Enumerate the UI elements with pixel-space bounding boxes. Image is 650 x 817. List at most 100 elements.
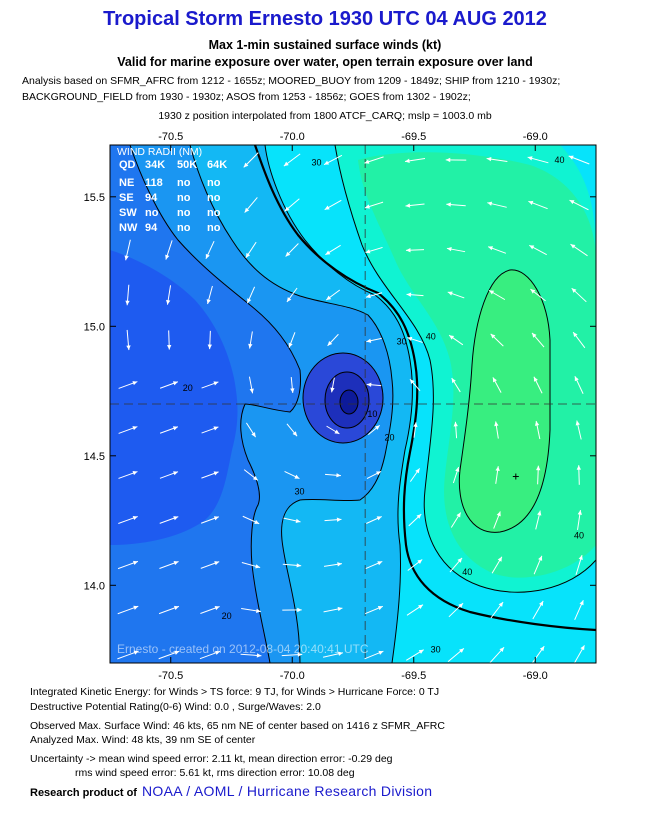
wind-arrow — [246, 286, 256, 304]
wind-arrow — [199, 650, 221, 660]
contour-label: 30 — [312, 158, 322, 168]
wind-arrow — [576, 465, 582, 485]
contour-label: 20 — [384, 432, 394, 442]
wind-radii-header: 34K — [145, 159, 165, 171]
wind-arrow — [284, 198, 300, 212]
wind-arrow — [572, 331, 586, 349]
wind-arrow — [406, 649, 424, 661]
contour-label: 30 — [431, 645, 441, 655]
wind-radii-cell: NW — [119, 222, 138, 234]
wind-arrow — [205, 240, 215, 260]
wind-arrow — [330, 377, 335, 393]
wind-arrow — [117, 650, 139, 660]
wind-arrow — [159, 516, 179, 524]
wind-arrow — [534, 420, 541, 440]
wind-arrow — [486, 156, 508, 163]
created-watermark: Ernesto - created on 2012-08-04 20:40:41… — [117, 642, 369, 656]
wind-arrow — [446, 247, 466, 253]
wind-arrow — [118, 471, 138, 479]
wind-arrow — [364, 650, 384, 660]
wind-arrow — [452, 466, 460, 484]
wind-vectors — [117, 152, 590, 663]
contour-label: 40 — [574, 531, 584, 541]
wind-arrow — [325, 244, 341, 256]
wind-arrow — [167, 330, 172, 350]
axis-ticks — [110, 145, 596, 663]
wind-arrow — [448, 602, 464, 618]
wind-arrow — [364, 156, 384, 164]
wind-arrow — [568, 155, 590, 165]
wind-arrow — [365, 560, 383, 570]
wind-arrow — [200, 516, 220, 524]
wind-arrow — [325, 473, 341, 478]
wind-arrow — [571, 287, 587, 303]
wind-arrow — [494, 421, 499, 439]
wind-arrow — [449, 557, 463, 573]
wind-arrow — [489, 646, 505, 663]
wind-band-bright-green — [459, 269, 550, 533]
wind-arrow — [405, 247, 425, 253]
wind-arrow — [323, 154, 343, 166]
wind-arrow — [201, 426, 219, 434]
wind-radii-cell: SW — [119, 207, 137, 219]
wind-arrow — [406, 604, 424, 616]
wind-arrow — [325, 289, 341, 301]
wind-arrow — [118, 381, 138, 389]
wind-radii-cell: 94 — [145, 222, 158, 234]
wind-arrow — [365, 246, 383, 254]
wind-arrow — [117, 560, 139, 570]
y-tick-label: 14.0 — [84, 580, 105, 592]
wind-arrow — [574, 600, 584, 620]
contour-core-mid — [324, 371, 370, 429]
wind-arrow — [409, 468, 421, 482]
wind-arrow — [491, 556, 503, 574]
wind-arrow — [527, 156, 549, 164]
wind-radii-header: 50K — [177, 159, 197, 171]
wind-arrow — [366, 382, 382, 387]
wind-arrow — [530, 288, 546, 302]
wind-radii-cell: no — [177, 207, 191, 219]
research-label: Research product of — [30, 787, 137, 799]
contour-label: 40 — [555, 155, 565, 165]
wind-arrow — [158, 605, 180, 615]
position-line: 1930 z position interpolated from 1800 A… — [158, 110, 492, 122]
wind-arrow — [286, 423, 298, 437]
wind-arrow — [243, 152, 259, 168]
contour-label: 30 — [295, 487, 305, 497]
wind-arrow — [406, 292, 424, 297]
observed-max-line: Observed Max. Surface Wind: 46 kts, 65 n… — [30, 720, 445, 732]
wind-arrow — [365, 292, 383, 299]
wind-radii-table: WIND RADII (NM) QD 34K 50K 64K NE 118 no no SE 94… — [117, 146, 227, 234]
research-link[interactable]: NOAA / AOML / Hurricane Research Divisio… — [142, 783, 433, 799]
contour-label: 40 — [426, 331, 436, 341]
wind-arrow — [207, 330, 212, 350]
analyzed-max-line: Analyzed Max. Wind: 48 kts, 39 nm SE of … — [30, 734, 256, 746]
wind-arrow — [408, 513, 422, 527]
wind-arrow — [490, 601, 504, 619]
ike-line: Integrated Kinetic Energy: for Winds > T… — [30, 686, 440, 698]
contour-label: 10 — [367, 409, 377, 419]
uncertainty-line-1: Uncertainty -> mean wind speed error: 2.… — [30, 753, 393, 765]
wind-arrow — [451, 377, 461, 393]
wind-band-deep-blue — [110, 250, 238, 545]
wind-arrow — [413, 422, 418, 438]
wind-arrow — [118, 515, 138, 525]
contour-label: 20 — [183, 383, 193, 393]
uncertainty-line-2: rms wind speed error: 5.61 kt, rms direc… — [75, 767, 355, 779]
wind-arrow — [201, 381, 219, 389]
wind-arrow — [447, 647, 465, 663]
x-tick-label-top: -69.5 — [401, 131, 426, 143]
wind-arrow — [492, 377, 502, 393]
wind-radii-cell: no — [177, 222, 191, 234]
wind-arrow — [285, 243, 299, 257]
wind-arrow — [126, 329, 131, 351]
analysis-line-2: BACKGROUND_FIELD from 1930 - 1930z; ASOS… — [22, 91, 471, 103]
wind-arrow — [282, 607, 302, 613]
wind-arrow — [448, 334, 464, 346]
wind-radii-cell: no — [207, 222, 221, 234]
wind-arrow — [577, 509, 582, 531]
wind-arrow — [528, 200, 548, 210]
wind-arrow — [453, 421, 458, 439]
wind-radii-cell: no — [145, 207, 159, 219]
